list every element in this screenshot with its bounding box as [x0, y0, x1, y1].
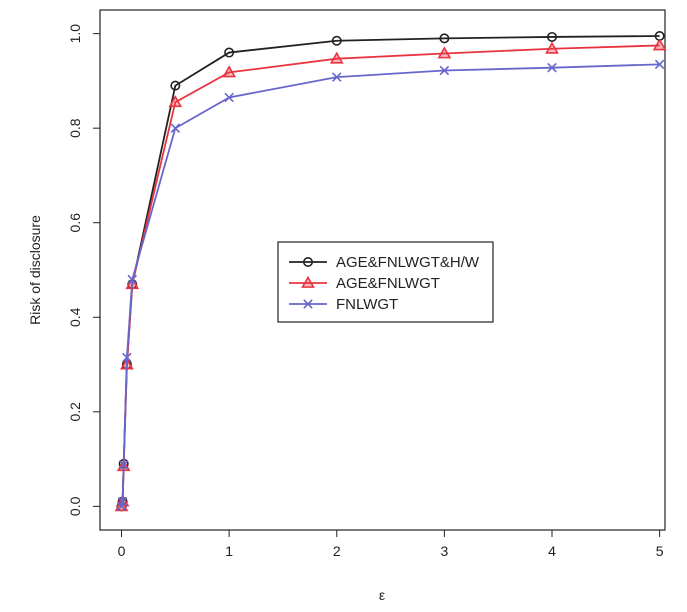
data-point [224, 92, 234, 103]
x-tick-label: 2 [333, 543, 341, 559]
x-tick-label: 3 [440, 543, 448, 559]
x-tick-label: 4 [548, 543, 556, 559]
legend-marker [301, 275, 315, 288]
series-2 [116, 59, 665, 512]
data-point [331, 72, 342, 82]
data-point [224, 47, 235, 58]
data-point [222, 65, 237, 78]
y-tick-label: 0.2 [67, 402, 83, 422]
data-point [546, 31, 557, 42]
y-tick-label: 0.4 [67, 307, 83, 327]
data-point [652, 38, 667, 51]
y-axis-title: Risk of disclosure [27, 215, 43, 325]
x-tick-label: 5 [656, 543, 664, 559]
x-axis-title: ε [379, 587, 385, 603]
series-layer [114, 30, 667, 512]
legend-label: AGE&FNLWGT [336, 275, 440, 292]
data-point [170, 80, 181, 91]
legend-box [277, 241, 494, 323]
legend-entry: AGE&FNLWGT [289, 275, 440, 292]
y-tick-label: 0.6 [67, 213, 83, 233]
data-point [545, 41, 559, 54]
legend: AGE&FNLWGT&H/W AGE&FNLWGT FNLWGT [277, 241, 494, 323]
legend-marker [302, 256, 313, 267]
legend-label: FNLWGT [336, 296, 398, 313]
data-point [118, 459, 129, 470]
x-tick-label: 1 [225, 543, 233, 559]
data-point [127, 274, 138, 285]
data-point [437, 46, 452, 59]
data-point [547, 62, 557, 73]
data-point [331, 35, 342, 46]
legend-label: AGE&FNLWGT&H/W [336, 254, 480, 271]
plot-frame [99, 9, 666, 531]
y-tick-label: 0.8 [67, 118, 83, 138]
legend-marker [303, 299, 313, 309]
x-axis: 0 1 2 3 4 5 [118, 530, 664, 559]
y-axis: 0.0 0.2 0.4 0.6 0.8 1.0 [67, 24, 100, 516]
data-point [117, 496, 128, 507]
legend-entry: AGE&FNLWGT&H/W [289, 254, 480, 271]
legend-entry: FNLWGT [289, 296, 398, 313]
y-tick-label: 1.0 [67, 24, 83, 44]
data-point [122, 352, 132, 363]
data-point [170, 123, 181, 133]
data-point [168, 95, 183, 108]
x-tick-label: 0 [118, 543, 126, 559]
data-point [329, 51, 344, 64]
data-point [439, 65, 450, 76]
data-point [439, 33, 450, 44]
y-tick-label: 0.0 [67, 496, 83, 516]
data-point [654, 59, 665, 70]
